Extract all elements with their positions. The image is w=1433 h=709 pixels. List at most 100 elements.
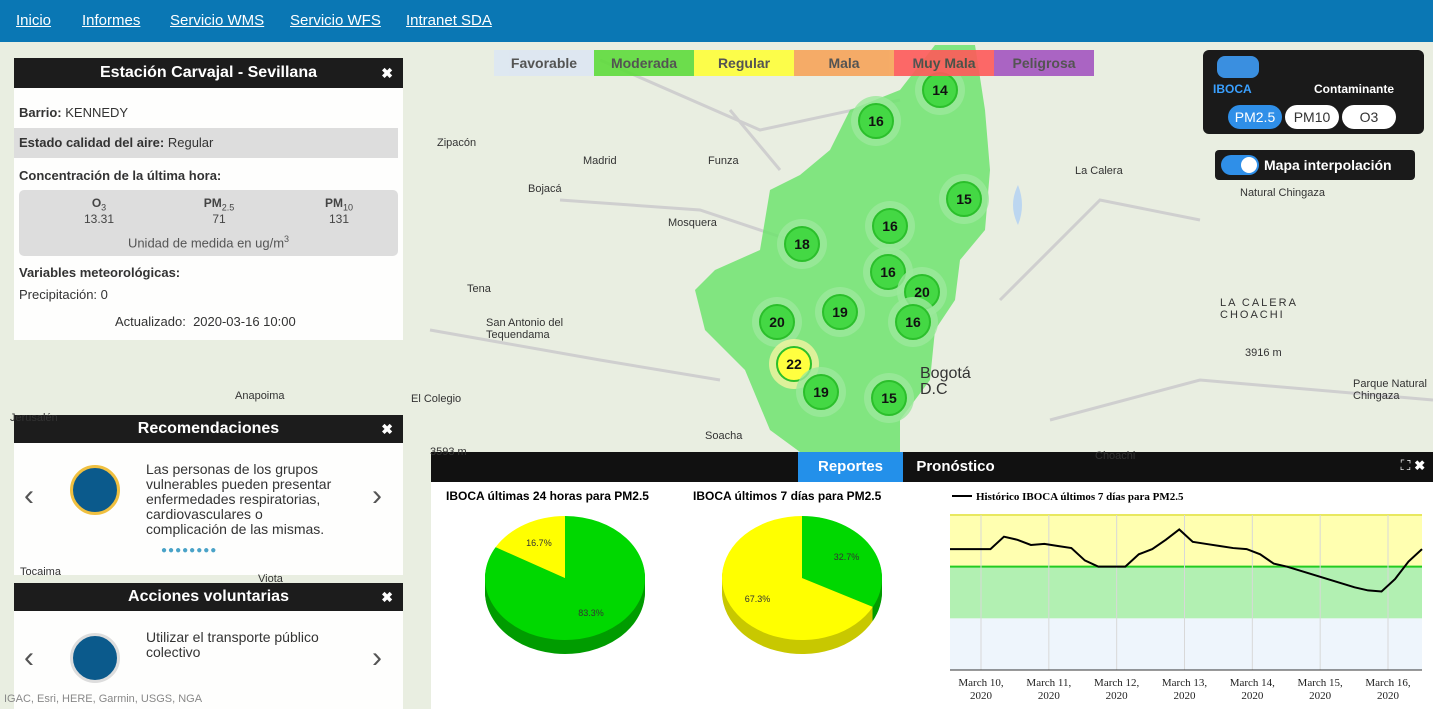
band bbox=[950, 515, 1422, 567]
next-arrow[interactable]: › bbox=[372, 641, 382, 674]
station-marker[interactable] bbox=[946, 181, 982, 217]
station-marker[interactable] bbox=[803, 374, 839, 410]
station-value: 16 bbox=[905, 314, 921, 330]
band bbox=[950, 618, 1422, 670]
band bbox=[950, 566, 1422, 619]
interp-toggle[interactable]: Mapa interpolación bbox=[1215, 150, 1415, 180]
station-marker[interactable] bbox=[759, 304, 795, 340]
x-tick-label: March 16, 2020 bbox=[1365, 677, 1411, 702]
place-label: Natural Chingaza bbox=[1240, 187, 1325, 199]
place-label: Viota bbox=[258, 573, 283, 585]
acc-icon bbox=[70, 633, 120, 683]
legend-item[interactable]: Favorable bbox=[494, 50, 594, 76]
station-value: 16 bbox=[868, 113, 884, 129]
legend-item[interactable]: Muy Mala bbox=[894, 50, 994, 76]
close-button[interactable]: ✖ bbox=[381, 421, 393, 437]
rec-text: Las personas de los grupos vulnerables p… bbox=[146, 461, 332, 537]
acc-header: Acciones voluntarias ✖ bbox=[14, 583, 403, 611]
close-button[interactable]: ✖ bbox=[381, 65, 393, 81]
series-line bbox=[950, 528, 1423, 593]
station-value: 16 bbox=[882, 218, 898, 234]
station-marker[interactable] bbox=[870, 254, 906, 290]
pollutant-value: 13.31 bbox=[83, 212, 115, 227]
place-label: Anapoima bbox=[235, 390, 285, 402]
pollutant-button[interactable]: O3 bbox=[1342, 105, 1396, 129]
interpolation-area bbox=[695, 45, 990, 452]
legend-item[interactable]: Peligrosa bbox=[994, 50, 1094, 76]
nav-link[interactable]: Intranet SDA bbox=[406, 12, 492, 29]
place-label: Jerusalén bbox=[10, 412, 58, 424]
place-label: Madrid bbox=[583, 155, 617, 167]
place-label: Funza bbox=[708, 155, 739, 167]
contaminante-label[interactable]: Contaminante bbox=[1314, 82, 1395, 96]
pollutant-button[interactable]: PM2.5 bbox=[1228, 105, 1282, 129]
x-tick-label: March 10, 2020 bbox=[958, 677, 1004, 702]
tab[interactable]: Reportes bbox=[798, 452, 903, 482]
place-label: 3593 m bbox=[430, 446, 467, 458]
pie-slice[interactable] bbox=[495, 516, 565, 578]
station-value: 16 bbox=[880, 264, 896, 280]
iboca-label[interactable]: IBOCA bbox=[1213, 82, 1252, 96]
station-marker[interactable] bbox=[895, 304, 931, 340]
station-value: 20 bbox=[769, 314, 785, 330]
nav-bar: Inicio Informes Servicio WMS Servicio WFS In… bbox=[0, 0, 1433, 42]
place-label: LA CALERA CHOACHI bbox=[1220, 297, 1298, 321]
legend-item[interactable]: Moderada bbox=[594, 50, 694, 76]
place-label: San Antonio del Tequendama bbox=[486, 317, 564, 341]
x-tick-label: March 15, 2020 bbox=[1297, 677, 1343, 702]
station-marker[interactable] bbox=[784, 226, 820, 262]
pollutant-buttons: PM2.5 PM10 O3 bbox=[1228, 105, 1396, 129]
place-label: 3916 m bbox=[1245, 347, 1282, 359]
legend-item[interactable]: Regular bbox=[694, 50, 794, 76]
x-tick-label: March 12, 2020 bbox=[1094, 677, 1140, 702]
nav-link[interactable]: Servicio WFS bbox=[290, 12, 381, 29]
station-marker[interactable] bbox=[871, 380, 907, 416]
station-marker[interactable] bbox=[776, 346, 812, 382]
tab[interactable]: Pronóstico bbox=[903, 452, 1008, 482]
acc-title: Acciones voluntarias bbox=[128, 588, 289, 605]
toggle-switch[interactable] bbox=[1221, 155, 1259, 175]
place-label: Choachi bbox=[1095, 450, 1136, 462]
place-label: Mosquera bbox=[668, 217, 717, 229]
unit-sup: 3 bbox=[284, 234, 290, 244]
reports-header: Reportes Pronóstico ⛶ ✖ bbox=[431, 452, 1433, 482]
pie-label: 32.7% bbox=[834, 552, 860, 562]
pollutant: O3 13.31 bbox=[39, 196, 159, 226]
station-value: 20 bbox=[914, 284, 930, 300]
close-button[interactable]: ✖ bbox=[381, 589, 393, 605]
station-panel: Barrio: KENNEDY Estado calidad del aire:… bbox=[14, 88, 403, 340]
pollutant-sub: 10 bbox=[342, 202, 353, 213]
conc-box: Unidad de medida en ug/m3 O3 13.31 PM2.5 71… bbox=[19, 190, 398, 256]
station-value: 22 bbox=[786, 356, 802, 372]
prev-arrow[interactable]: ‹ bbox=[24, 479, 34, 512]
pie-slice[interactable] bbox=[722, 516, 873, 640]
unit: Unidad de medida en ug/m bbox=[127, 235, 285, 251]
legend-item[interactable]: Mala bbox=[794, 50, 894, 76]
attribution: IGAC, Esri, HERE, Garmin, USGS, NGA bbox=[4, 693, 203, 705]
pie-slice[interactable] bbox=[802, 516, 882, 607]
carousel-dots[interactable]: ●●●●●●●● bbox=[161, 545, 218, 556]
next-arrow[interactable]: › bbox=[372, 479, 382, 512]
station-marker[interactable] bbox=[872, 208, 908, 244]
window-controls[interactable]: ⛶ ✖ bbox=[1400, 457, 1425, 473]
updated: 2020-03-16 10:00 bbox=[193, 314, 296, 329]
lake bbox=[1013, 185, 1022, 225]
road bbox=[429, 58, 1433, 422]
station-title: Estación Carvajal - Sevillana bbox=[100, 64, 317, 81]
acc-text: Utilizar el transporte público colectivo bbox=[146, 629, 319, 660]
station-marker[interactable] bbox=[858, 103, 894, 139]
nav-link[interactable]: Informes bbox=[82, 12, 141, 29]
prev-arrow[interactable]: ‹ bbox=[24, 641, 34, 674]
nav-link[interactable]: Servicio WMS bbox=[170, 12, 265, 29]
barrio-label: Barrio: bbox=[19, 105, 62, 120]
nav-link[interactable]: Inicio bbox=[16, 12, 52, 29]
pollutant-button[interactable]: PM10 bbox=[1285, 105, 1339, 129]
conc-label: Concentración de la última hora: bbox=[19, 168, 222, 183]
pollutant: PM10 131 bbox=[279, 196, 399, 226]
legend: Favorable Moderada Regular Mala Muy Mala Peli… bbox=[494, 50, 1094, 76]
rec-title: Recomendaciones bbox=[137, 420, 280, 437]
pie-label: 67.3% bbox=[745, 594, 771, 604]
station-marker[interactable] bbox=[822, 294, 858, 330]
pollutant-value: 131 bbox=[328, 212, 350, 227]
